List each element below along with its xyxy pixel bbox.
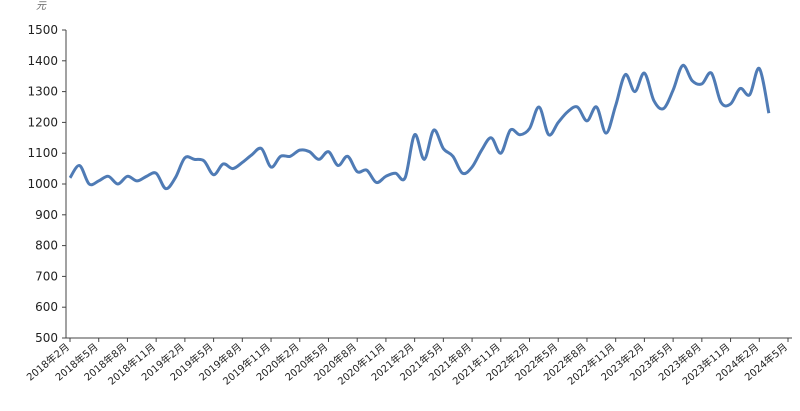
y-tick-label: 500 <box>35 331 58 345</box>
y-tick-label: 1500 <box>27 23 58 37</box>
y-tick-label: 1300 <box>27 85 58 99</box>
y-tick-label: 900 <box>35 208 58 222</box>
y-tick-label: 1400 <box>27 54 58 68</box>
line-series <box>68 63 771 191</box>
y-tick-label: 700 <box>35 269 58 283</box>
y-tick-label: 800 <box>35 239 58 253</box>
y-tick-label: 1000 <box>27 177 58 191</box>
y-tick-label: 1200 <box>27 115 58 129</box>
y-tick-label: 1100 <box>27 146 58 160</box>
y-tick-label: 600 <box>35 300 58 314</box>
y-unit: 元 <box>36 1 47 12</box>
